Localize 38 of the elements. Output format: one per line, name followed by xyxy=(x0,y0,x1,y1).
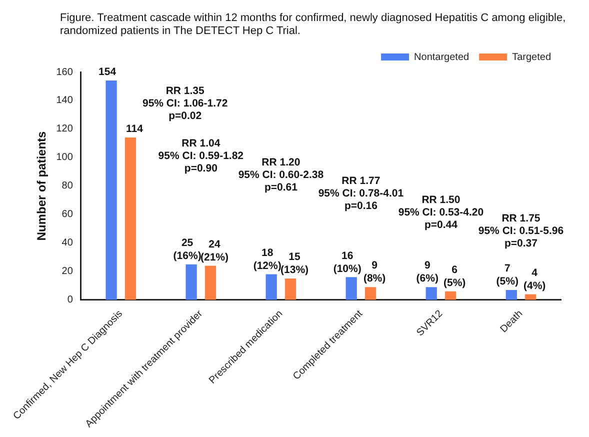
bar xyxy=(525,294,536,300)
bar xyxy=(204,266,216,300)
y-axis-title: Number of patients xyxy=(34,130,48,241)
bar xyxy=(506,290,517,300)
data-label: 7 (5%) xyxy=(496,262,518,288)
bar xyxy=(124,138,136,300)
bar xyxy=(284,278,296,300)
bar xyxy=(186,264,197,300)
y-tick-label: 120 xyxy=(56,124,74,135)
data-label: 16 (10%) xyxy=(333,250,362,275)
y-tick-label: 60 xyxy=(62,209,74,220)
y-tick-label: 100 xyxy=(56,152,74,164)
y-tick-label: 80 xyxy=(62,180,74,192)
legend-label: Targeted xyxy=(512,52,552,63)
legend-label: Nontargeted xyxy=(414,52,470,63)
data-label: 4 (4%) xyxy=(524,266,546,292)
data-label: 9 (6%) xyxy=(416,260,438,285)
data-label: 24 (21%) xyxy=(200,238,229,264)
bar xyxy=(106,80,117,300)
bar xyxy=(364,287,376,300)
annotation: RR 1.35 95% CI: 1.06-1.72 p=0.02 xyxy=(142,85,228,122)
bar xyxy=(445,291,456,300)
data-label: 9 (8%) xyxy=(363,260,386,285)
bar xyxy=(346,277,357,300)
y-tick-label: 40 xyxy=(62,238,74,249)
data-label: 18 (12%) xyxy=(253,246,282,272)
data-label: 154 xyxy=(98,66,116,78)
data-label: 6 (5%) xyxy=(443,264,466,290)
y-tick-label: 160 xyxy=(56,66,74,78)
data-label: 114 xyxy=(126,123,144,136)
bar xyxy=(266,274,277,300)
bar xyxy=(426,287,437,300)
data-label: 15 (13%) xyxy=(280,251,309,276)
y-tick-label: 0 xyxy=(67,294,74,306)
y-tick-label: 20 xyxy=(62,266,74,278)
y-tick-label: 140 xyxy=(56,95,74,106)
data-label: 25 (16%) xyxy=(173,236,202,262)
chart-title: Figure. Treatment cascade within 12 months for confirmed, newly diagnosed Hepatitis C among eligible, randomized patients in The DETECT Hep C Trial. xyxy=(59,11,567,38)
